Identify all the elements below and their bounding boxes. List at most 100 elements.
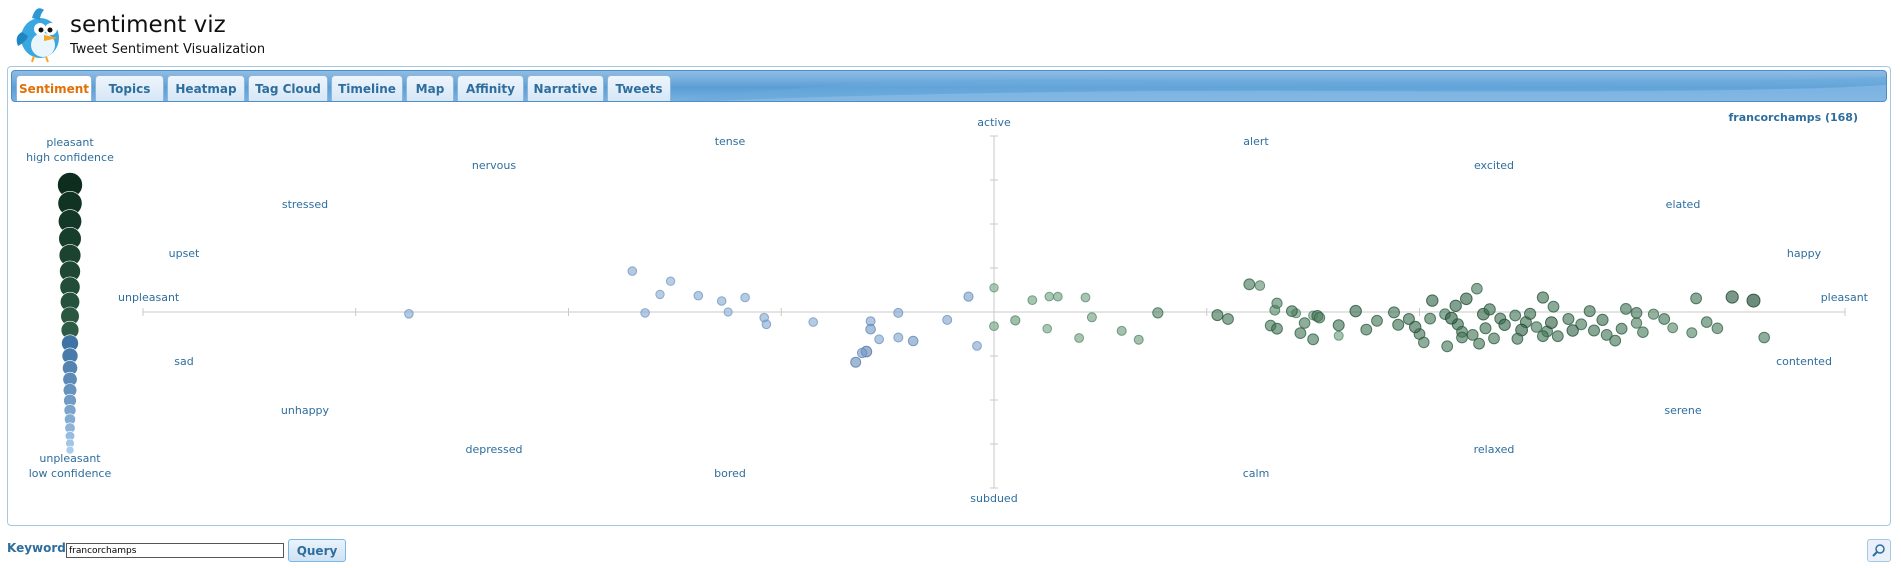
tweet-point[interactable]	[1596, 313, 1609, 326]
tweet-point[interactable]	[1498, 318, 1511, 331]
tweet-point[interactable]	[1307, 333, 1319, 346]
tweet-point[interactable]	[1074, 333, 1084, 343]
tweet-point[interactable]	[1536, 291, 1550, 304]
tweet-point[interactable]	[1471, 282, 1483, 295]
tweet-point[interactable]	[1027, 295, 1038, 306]
tweet-point[interactable]	[1332, 319, 1345, 332]
tweet-point[interactable]	[723, 307, 733, 317]
tweet-point[interactable]	[640, 308, 650, 318]
tweet-point[interactable]	[1537, 330, 1549, 343]
tweet-point[interactable]	[1746, 293, 1761, 308]
tab-tweets[interactable]: Tweets	[607, 75, 671, 101]
query-button[interactable]: Query	[288, 539, 346, 562]
tweet-point[interactable]	[1609, 334, 1622, 347]
tweet-point[interactable]	[1686, 327, 1698, 339]
tweet-point[interactable]	[1371, 314, 1383, 327]
tweet-point[interactable]	[989, 283, 999, 293]
tweet-point[interactable]	[1545, 316, 1558, 330]
tweet-point[interactable]	[655, 289, 665, 300]
tweet-point[interactable]	[1466, 329, 1479, 341]
tweet-point[interactable]	[1424, 312, 1436, 325]
tweet-point[interactable]	[1483, 303, 1496, 316]
tweet-point[interactable]	[865, 323, 876, 335]
tweet-point[interactable]	[808, 317, 819, 327]
tweet-point[interactable]	[404, 309, 414, 319]
tweet-point[interactable]	[1725, 290, 1739, 304]
tweet-point[interactable]	[1133, 334, 1144, 345]
tweet-point[interactable]	[1530, 321, 1543, 333]
tweet-point[interactable]	[1298, 317, 1311, 329]
tweet-point[interactable]	[1388, 306, 1400, 319]
tweet-point[interactable]	[893, 332, 904, 343]
tweet-point[interactable]	[972, 341, 982, 351]
tab-map[interactable]: Map	[406, 75, 454, 101]
tweet-point[interactable]	[1615, 322, 1628, 335]
tweet-point[interactable]	[1271, 322, 1283, 335]
tweet-point[interactable]	[1488, 332, 1500, 345]
tweet-point[interactable]	[1460, 292, 1473, 306]
tweet-point[interactable]	[942, 314, 953, 325]
tweet-point[interactable]	[1620, 303, 1632, 315]
tweet-point[interactable]	[1667, 322, 1679, 334]
tweet-point[interactable]	[1700, 316, 1713, 328]
tweet-point[interactable]	[627, 266, 638, 276]
tweet-point[interactable]	[1658, 313, 1671, 325]
tab-tag-cloud[interactable]: Tag Cloud	[248, 75, 328, 101]
tweet-point[interactable]	[1080, 292, 1091, 303]
tweet-point[interactable]	[716, 296, 727, 306]
tweet-point[interactable]	[1473, 337, 1485, 350]
tweet-point[interactable]	[1254, 280, 1266, 291]
tweet-point[interactable]	[1211, 309, 1224, 322]
tweet-point[interactable]	[1566, 324, 1579, 337]
tweet-point[interactable]	[1647, 308, 1660, 320]
tweet-point[interactable]	[1575, 318, 1588, 331]
tweet-point[interactable]	[1409, 320, 1422, 334]
tweet-point[interactable]	[1392, 318, 1405, 331]
tweet-point[interactable]	[1690, 292, 1702, 305]
tweet-point[interactable]	[1426, 294, 1439, 307]
tweet-point[interactable]	[850, 356, 862, 368]
tweet-point[interactable]	[1600, 329, 1613, 341]
tweet-point[interactable]	[893, 307, 904, 318]
tweet-point[interactable]	[1418, 336, 1430, 349]
tweet-point[interactable]	[1711, 322, 1724, 335]
tweet-point[interactable]	[1222, 313, 1234, 325]
tweet-point[interactable]	[1445, 311, 1458, 325]
tweet-point[interactable]	[1562, 313, 1575, 325]
tweet-point[interactable]	[1637, 326, 1649, 339]
tweet-point[interactable]	[1044, 291, 1055, 302]
tweet-point[interactable]	[693, 290, 704, 301]
tweet-point[interactable]	[1630, 307, 1643, 319]
tweet-point[interactable]	[1333, 330, 1344, 341]
tweet-point[interactable]	[963, 291, 974, 302]
tweet-point[interactable]	[1042, 323, 1052, 334]
tweet-point[interactable]	[989, 321, 999, 332]
tweet-point[interactable]	[1524, 307, 1537, 320]
tweet-point[interactable]	[1402, 313, 1415, 325]
tab-affinity[interactable]: Affinity	[457, 75, 524, 101]
tweet-point[interactable]	[1588, 324, 1600, 337]
tweet-point[interactable]	[1449, 299, 1462, 312]
tweet-point[interactable]	[1052, 291, 1063, 302]
keywords-input[interactable]	[66, 543, 284, 558]
tweet-point[interactable]	[1441, 340, 1454, 353]
tweet-point[interactable]	[1286, 305, 1298, 318]
tweet-point[interactable]	[1360, 323, 1373, 336]
tweet-point[interactable]	[740, 292, 750, 303]
tweet-point[interactable]	[761, 319, 772, 330]
tweet-point[interactable]	[1010, 315, 1021, 326]
tweet-point[interactable]	[1313, 312, 1326, 324]
tweet-point[interactable]	[1243, 278, 1256, 291]
tweet-point[interactable]	[1509, 309, 1522, 322]
tweet-point[interactable]	[665, 276, 676, 286]
tweet-point[interactable]	[1547, 300, 1560, 313]
tweet-point[interactable]	[856, 347, 868, 359]
tweet-point[interactable]	[1551, 330, 1564, 343]
tweet-point[interactable]	[1116, 325, 1127, 336]
tab-sentiment[interactable]: Sentiment	[16, 75, 92, 101]
tweet-point[interactable]	[874, 334, 884, 345]
tweet-point[interactable]	[1758, 331, 1770, 344]
tab-timeline[interactable]: Timeline	[331, 75, 403, 101]
tweet-point[interactable]	[1630, 317, 1643, 329]
zoom-button[interactable]	[1867, 539, 1891, 562]
